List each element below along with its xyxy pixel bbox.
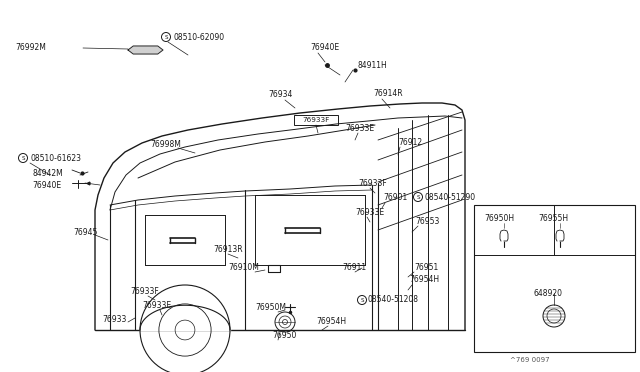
Text: ^769 0097: ^769 0097 [510, 357, 550, 363]
Polygon shape [556, 230, 564, 241]
Text: 76951: 76951 [414, 263, 438, 272]
Text: 76914R: 76914R [373, 89, 403, 97]
Text: S: S [360, 298, 364, 302]
Text: 08540-51290: 08540-51290 [425, 192, 476, 202]
Text: 84942M: 84942M [32, 169, 63, 177]
Text: S: S [164, 35, 168, 39]
Text: 76933F: 76933F [130, 288, 159, 296]
Text: 76933E: 76933E [355, 208, 384, 217]
Text: 76998M: 76998M [150, 140, 181, 148]
Text: 76950M: 76950M [255, 302, 286, 311]
Text: 76940E: 76940E [310, 42, 339, 51]
Text: 76950H: 76950H [484, 214, 514, 222]
Text: 76940E: 76940E [32, 180, 61, 189]
Text: 76954H: 76954H [409, 276, 439, 285]
Text: 76933F: 76933F [302, 117, 330, 123]
Text: 84911H: 84911H [358, 61, 388, 70]
Text: 76913R: 76913R [213, 244, 243, 253]
Text: S: S [416, 195, 420, 199]
Bar [474, 205, 635, 352]
Text: 76901: 76901 [383, 192, 407, 202]
Text: 08510-62090: 08510-62090 [173, 32, 224, 42]
Text: 76933E: 76933E [142, 301, 171, 311]
Text: 08540-51208: 08540-51208 [368, 295, 419, 305]
Text: 648920: 648920 [534, 289, 563, 298]
Text: 76934: 76934 [268, 90, 292, 99]
Text: 08510-61623: 08510-61623 [30, 154, 81, 163]
Polygon shape [500, 230, 508, 241]
Polygon shape [128, 46, 163, 54]
Text: 76910M: 76910M [228, 263, 259, 273]
Text: 76955H: 76955H [538, 214, 568, 222]
Text: 76911: 76911 [342, 263, 366, 272]
Text: 76953: 76953 [415, 217, 440, 225]
Text: 76954H: 76954H [316, 317, 346, 326]
Text: 76933E: 76933E [345, 124, 374, 132]
Text: 76950: 76950 [272, 331, 296, 340]
Text: 76933: 76933 [102, 314, 126, 324]
Text: 76912: 76912 [398, 138, 422, 147]
Text: 76933F: 76933F [358, 179, 387, 187]
Text: 76992M: 76992M [15, 42, 46, 51]
Text: 76945: 76945 [73, 228, 97, 237]
Text: S: S [21, 155, 25, 160]
